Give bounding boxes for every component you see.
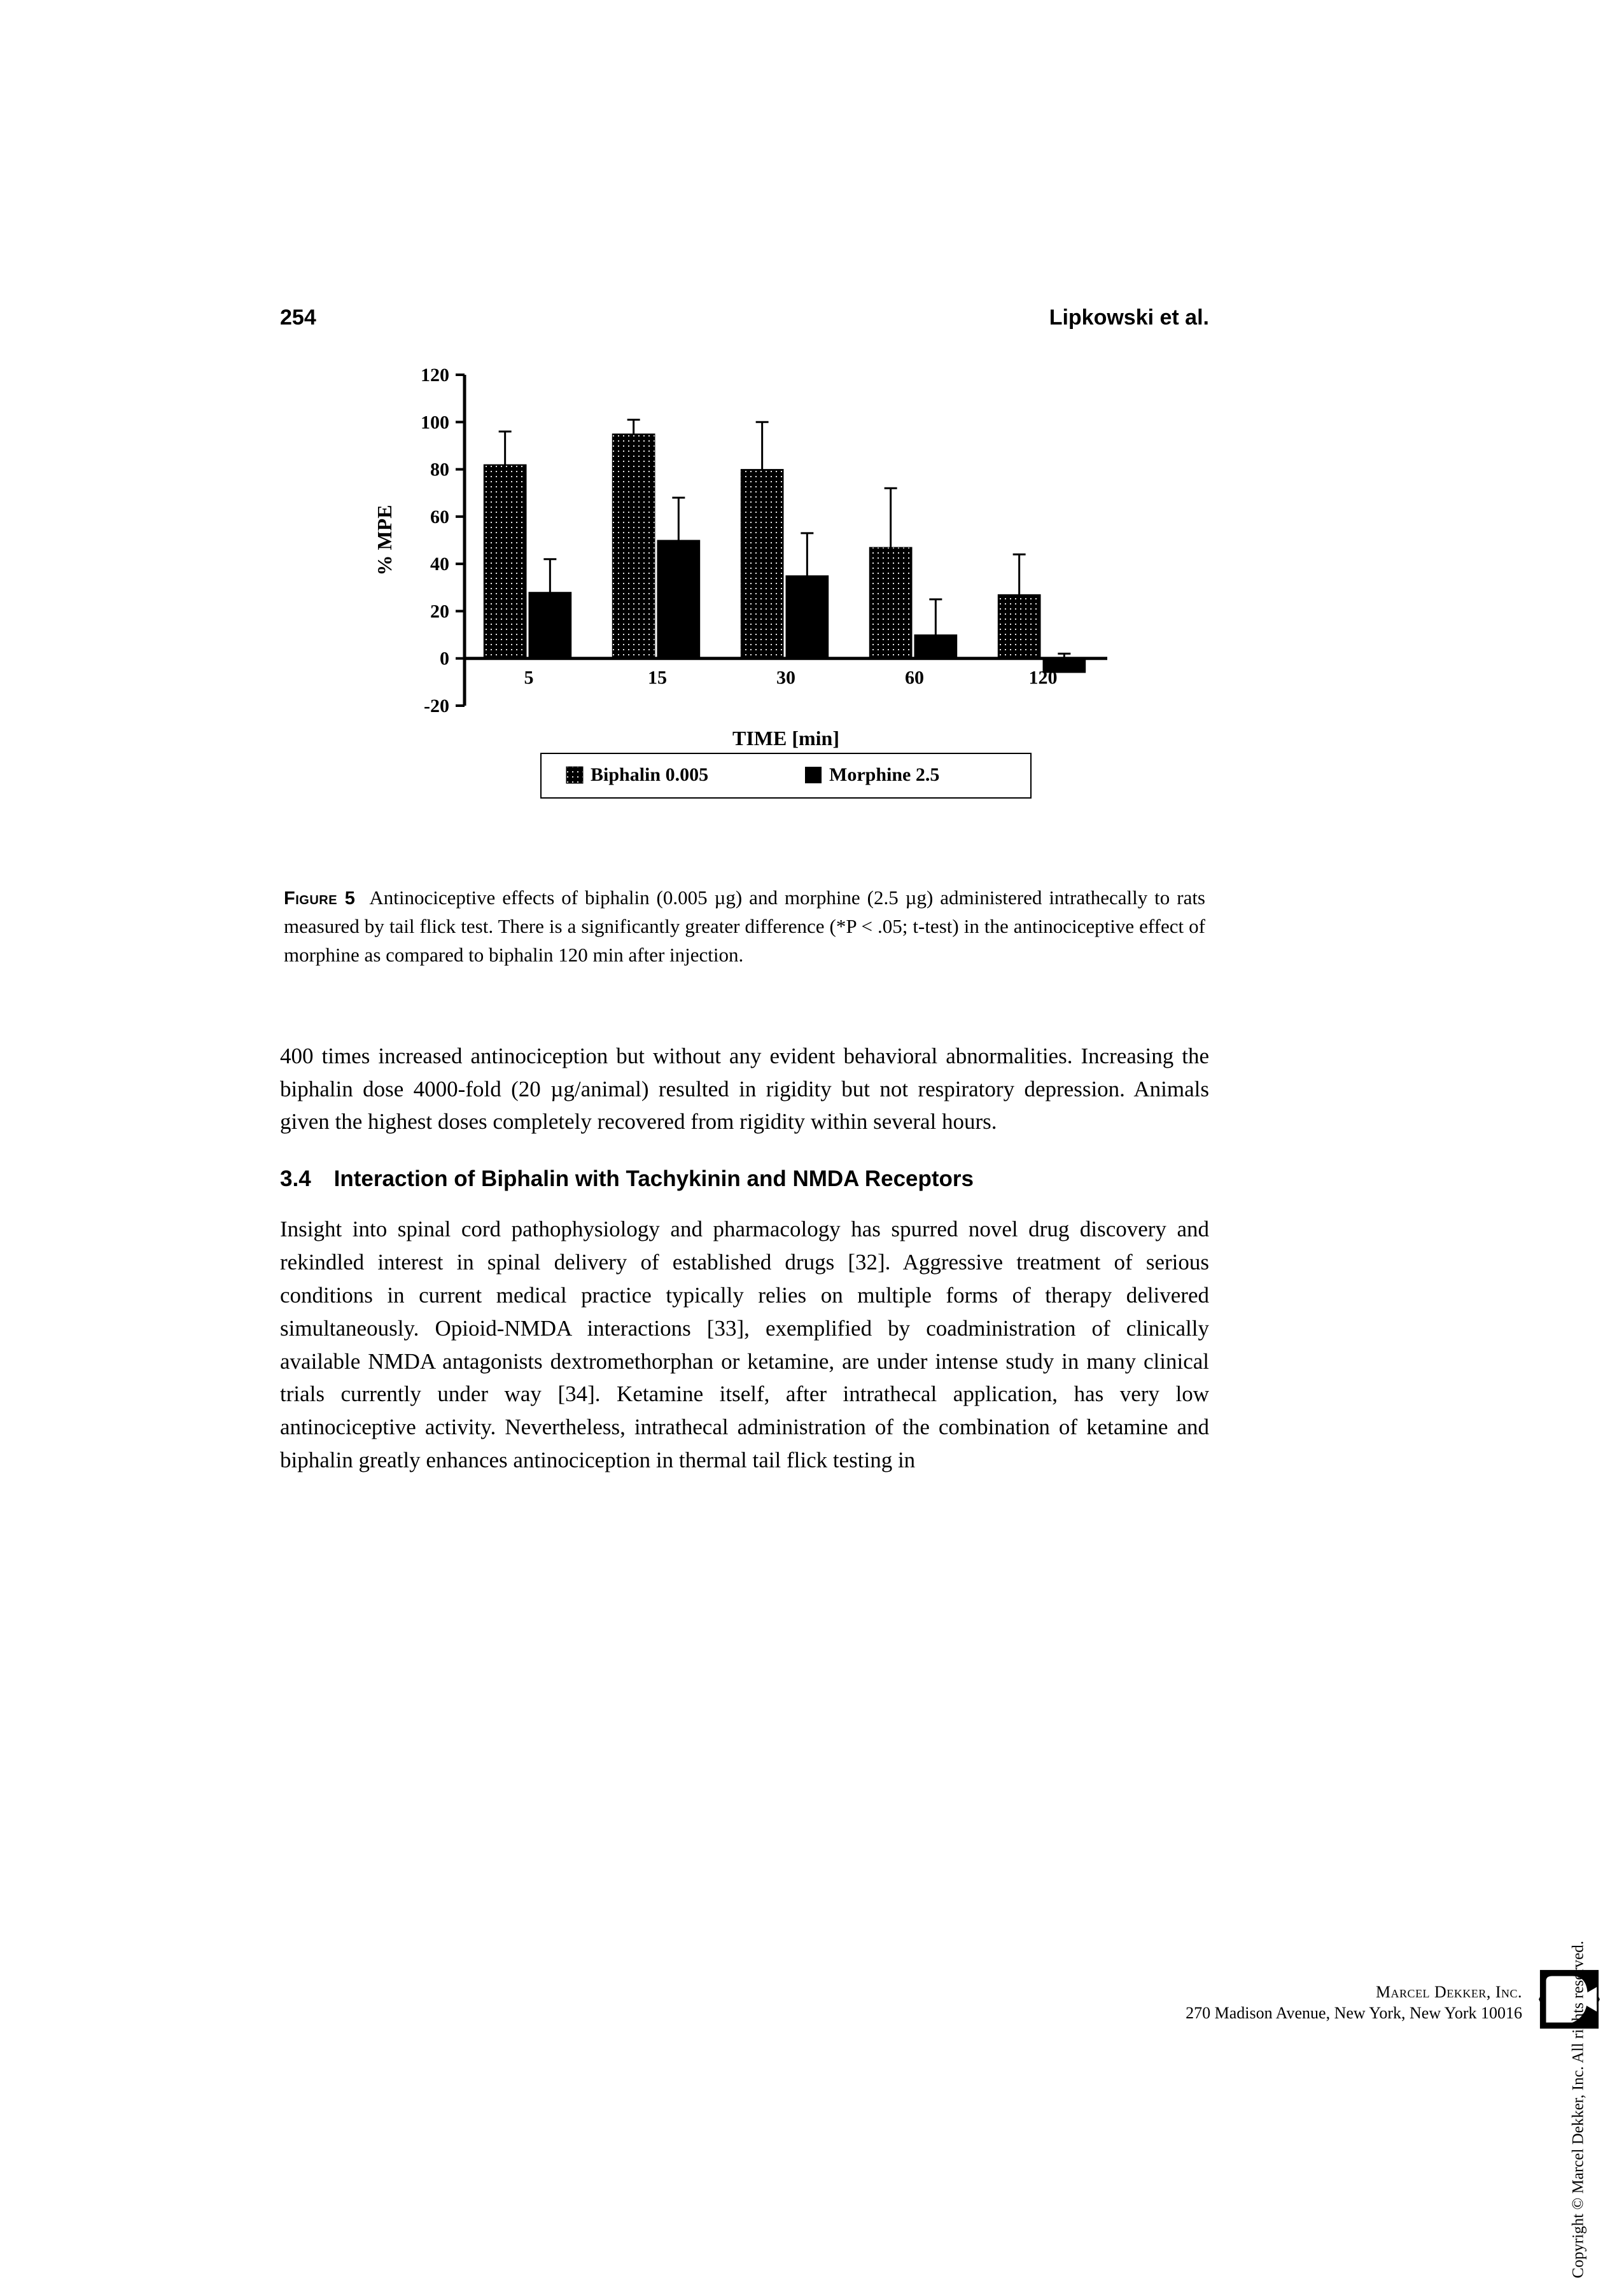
figure-label: Figure 5 xyxy=(284,888,355,909)
body-paragraph-1: 400 times increased antinociception but … xyxy=(280,1040,1209,1138)
figure-caption-text: Antinociceptive effects of biphalin (0.0… xyxy=(284,886,1205,966)
svg-text:120: 120 xyxy=(1029,667,1058,688)
svg-text:% MPE: % MPE xyxy=(373,505,396,575)
svg-text:Morphine 2.5: Morphine 2.5 xyxy=(829,764,939,785)
figure-5-chart: -20 0 20 40 60 80 100 120 % MPE 5 15 30 60 120 TIME [m… xyxy=(356,362,1133,858)
body-paragraph-2: Insight into spinal cord pathophysiology… xyxy=(280,1213,1209,1476)
running-title: Lipkowski et al. xyxy=(1049,305,1209,330)
svg-text:20: 20 xyxy=(430,601,449,622)
svg-text:60: 60 xyxy=(905,667,924,688)
publisher-footer: Marcel Dekker, Inc. 270 Madison Avenue, … xyxy=(1186,1982,1522,2023)
section-heading: 3.4 Interaction of Biphalin with Tachyki… xyxy=(280,1164,1209,1194)
svg-text:Biphalin 0.005: Biphalin 0.005 xyxy=(591,764,708,785)
section-title: Interaction of Biphalin with Tachykinin … xyxy=(334,1164,1209,1194)
svg-text:60: 60 xyxy=(430,507,449,528)
svg-text:-20: -20 xyxy=(424,695,449,716)
svg-text:15: 15 xyxy=(648,667,667,688)
publisher-name: Marcel Dekker, Inc. xyxy=(1186,1982,1522,2003)
bar-chart-svg: -20 0 20 40 60 80 100 120 % MPE 5 15 30 60 120 TIME [m… xyxy=(356,362,1133,858)
svg-text:5: 5 xyxy=(524,667,534,688)
publisher-address: 270 Madison Avenue, New York, New York 1… xyxy=(1186,2003,1522,2024)
svg-text:TIME [min]: TIME [min] xyxy=(732,727,839,750)
svg-text:40: 40 xyxy=(430,554,449,575)
page-number: 254 xyxy=(280,305,316,330)
svg-text:30: 30 xyxy=(776,667,795,688)
svg-text:0: 0 xyxy=(440,648,449,669)
copyright-notice: Copyright © Marcel Dekker, Inc. All righ… xyxy=(1569,1941,1587,2278)
section-number: 3.4 xyxy=(280,1164,311,1194)
figure-caption: Figure 5 Antinociceptive effects of biph… xyxy=(284,884,1205,970)
svg-text:80: 80 xyxy=(430,459,449,480)
svg-text:100: 100 xyxy=(421,412,449,433)
svg-text:120: 120 xyxy=(421,365,449,386)
running-head: 254 Lipkowski et al. xyxy=(280,305,1209,330)
page-content: 254 Lipkowski et al. -20 0 20 40 60 80 100 120%… xyxy=(280,305,1209,1502)
